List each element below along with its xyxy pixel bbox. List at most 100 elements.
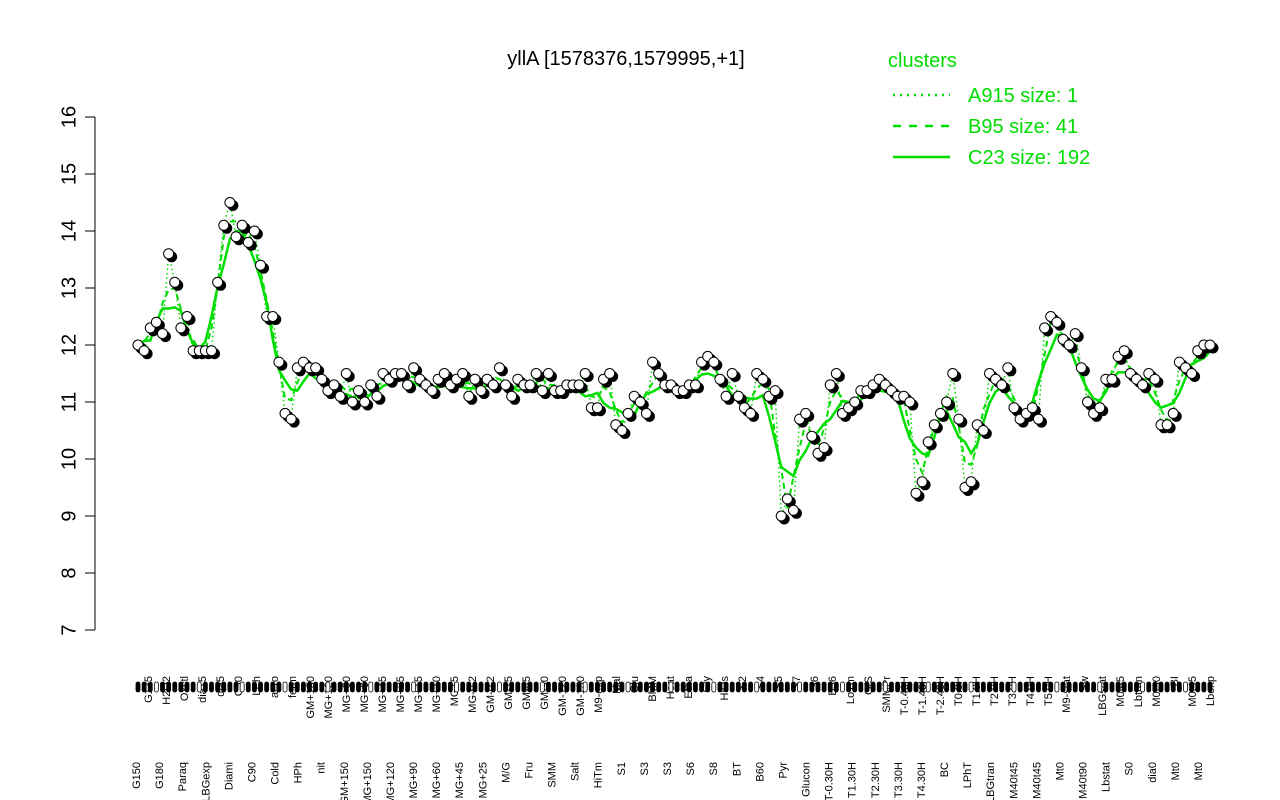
rug-mark xyxy=(588,681,594,693)
data-point xyxy=(781,493,793,505)
rug-mark xyxy=(889,681,894,693)
y-tick-label: 13 xyxy=(58,277,80,299)
rug-mark xyxy=(882,681,888,693)
data-point xyxy=(1186,368,1198,379)
x-axis-rug xyxy=(135,681,1213,693)
data-point xyxy=(653,368,665,379)
x-tick-label: MG+120 xyxy=(385,762,397,800)
data-point xyxy=(542,368,554,379)
x-tick-label: SMM xyxy=(547,762,559,788)
rug-mark xyxy=(1054,681,1060,693)
rug-mark xyxy=(533,681,539,693)
rug-mark xyxy=(288,681,294,693)
rug-mark xyxy=(711,681,717,693)
rug-mark xyxy=(699,681,704,693)
rug-mark xyxy=(1085,681,1090,693)
data-point xyxy=(1161,419,1173,431)
x-tick-label: T2.30H xyxy=(870,762,882,798)
rug-mark xyxy=(313,681,319,693)
data-point xyxy=(212,276,224,288)
rug-mark xyxy=(1140,681,1146,693)
rug-mark xyxy=(441,681,447,693)
data-point xyxy=(579,368,591,379)
data-point xyxy=(806,430,818,442)
legend-label: B95 size: 41 xyxy=(968,116,1078,138)
x-tick-label: T-2.40H xyxy=(935,676,947,715)
rug-mark xyxy=(1176,681,1182,693)
data-point xyxy=(634,396,646,408)
rug-mark xyxy=(429,681,435,693)
rug-mark xyxy=(950,681,956,693)
x-tick-label: M40t45 xyxy=(1031,762,1043,799)
data-point xyxy=(340,368,352,379)
y-tick-label: 10 xyxy=(58,448,80,470)
rug-mark xyxy=(944,681,949,693)
data-point xyxy=(732,390,744,402)
data-point xyxy=(206,345,218,357)
rug-mark xyxy=(1023,681,1029,693)
x-tick-label: MG+45 xyxy=(454,762,466,798)
rug-mark xyxy=(319,681,325,693)
data-point xyxy=(181,311,193,322)
rug-mark xyxy=(876,681,882,693)
x-tick-label: M40t45 xyxy=(1008,762,1020,799)
data-point xyxy=(769,385,781,397)
x-tick-label: MG+90 xyxy=(408,762,420,798)
x-tick-label: MG+45 xyxy=(377,676,389,712)
rug-mark xyxy=(901,681,907,693)
x-tick-label: S0 xyxy=(1124,762,1136,775)
data-point xyxy=(359,396,371,408)
data-point xyxy=(175,322,187,334)
rug-mark xyxy=(172,681,178,693)
rug-mark xyxy=(392,681,398,693)
x-tick-label: GM-15 xyxy=(503,676,515,710)
data-point xyxy=(573,379,585,391)
rug-mark xyxy=(778,681,784,693)
data-point xyxy=(273,356,285,368)
x-tick-label: HiTm xyxy=(593,762,605,788)
data-point xyxy=(530,368,542,379)
x-tick-label: MG+25 xyxy=(477,762,489,798)
rug-mark xyxy=(595,681,600,693)
data-point xyxy=(1106,373,1118,385)
rug-mark xyxy=(668,681,674,693)
rug-mark xyxy=(472,681,478,693)
rug-mark xyxy=(399,681,404,693)
data-point xyxy=(934,407,946,419)
data-point xyxy=(365,379,377,391)
data-point xyxy=(524,379,536,391)
rug-mark xyxy=(717,681,723,693)
x-tick-label: BT xyxy=(731,762,743,776)
rug-mark xyxy=(754,681,760,693)
rug-mark xyxy=(999,681,1005,693)
rug-mark xyxy=(325,681,331,693)
rug-mark xyxy=(766,681,772,693)
rug-mark xyxy=(968,681,974,693)
rug-mark xyxy=(356,681,361,693)
rug-mark xyxy=(919,681,925,693)
x-tick-label: G180 xyxy=(154,762,166,789)
data-point xyxy=(996,379,1008,391)
x-tick-label: S3 xyxy=(662,762,674,775)
y-tick-label: 11 xyxy=(58,392,80,413)
rug-mark xyxy=(956,681,962,693)
y-tick-label: 7 xyxy=(58,624,80,635)
rug-mark xyxy=(1103,681,1109,693)
rug-mark xyxy=(215,681,221,693)
x-tick-label: M9-exp xyxy=(593,676,605,713)
rug-mark xyxy=(1201,681,1207,693)
rug-mark xyxy=(858,681,864,693)
rug-mark xyxy=(1029,681,1035,693)
data-point xyxy=(775,510,787,522)
data-point xyxy=(824,379,836,391)
data-point xyxy=(371,390,383,402)
data-point xyxy=(757,373,769,385)
rug-mark xyxy=(870,681,876,693)
rug-mark xyxy=(1078,681,1084,693)
rug-mark xyxy=(742,681,747,693)
x-tick-label: Diami xyxy=(223,762,235,790)
data-point xyxy=(640,407,652,419)
data-point xyxy=(1063,339,1075,351)
rug-mark xyxy=(251,681,257,693)
x-tick-label: S8 xyxy=(708,762,720,775)
